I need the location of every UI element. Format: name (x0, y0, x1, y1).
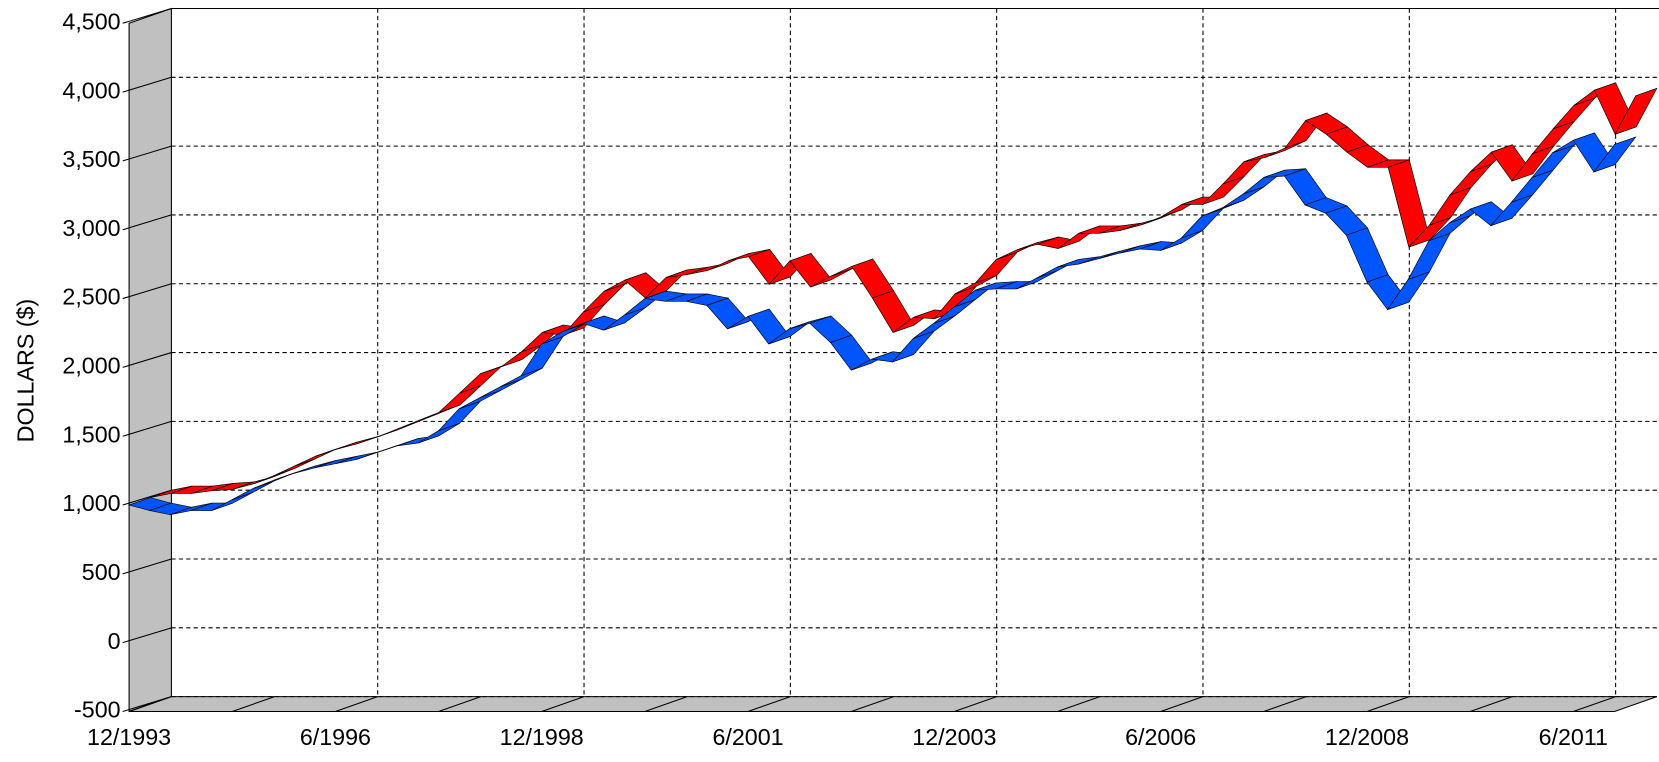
ribbon-segment (1057, 256, 1100, 268)
ribbon-segment (1264, 140, 1307, 158)
y-tick-label: 500 (82, 559, 121, 585)
ribbon-segment (500, 367, 543, 387)
floor-tick (1366, 696, 1410, 712)
ribbon-segment (1181, 208, 1224, 239)
floor-tick (747, 696, 791, 712)
ribbon-segment (479, 378, 522, 398)
ribbon-segment (851, 258, 894, 299)
y-tick (122, 7, 172, 24)
ribbon-segment (891, 330, 936, 363)
y-tick-label: -500 (74, 697, 121, 723)
ribbon-segment (665, 266, 708, 278)
y-tick (122, 352, 172, 368)
ribbon-segment (314, 456, 357, 469)
floor-tick (1263, 696, 1307, 712)
floor-tick (128, 696, 172, 712)
y-tick (122, 420, 172, 437)
ribbon-segment (417, 422, 460, 444)
y-tick-label: 3,000 (62, 215, 120, 241)
y-tick-label: 0 (108, 628, 121, 654)
ribbon-segment (1552, 97, 1597, 130)
ribbon-segment (1593, 136, 1637, 173)
ribbon-segment (438, 400, 481, 431)
x-tick-label: 12/2008 (1325, 724, 1409, 750)
y-axis-label: DOLLARS ($) (13, 299, 39, 443)
x-tick-label: 6/1996 (300, 724, 371, 750)
floor-tick (1160, 696, 1204, 712)
y-tick (122, 558, 172, 575)
y-tick (122, 283, 172, 300)
floor-tick (335, 696, 378, 712)
x-tick-label: 12/1993 (87, 724, 171, 750)
floor-tick (954, 696, 997, 712)
y-tick (122, 489, 172, 506)
y-tick-label: 2,500 (62, 284, 120, 310)
ribbon-segment (1614, 87, 1658, 135)
x-tick-label: 6/2001 (712, 724, 783, 750)
y-tick-label: 1,000 (62, 490, 120, 516)
y-tick (122, 627, 172, 644)
x-tick-label: 6/2006 (1125, 724, 1196, 750)
ribbon-segment (1448, 163, 1493, 196)
left-wall (128, 7, 172, 713)
floor-tick (1057, 696, 1101, 712)
y-tick-label: 1,500 (62, 421, 120, 447)
x-tick-label: 12/2003 (912, 724, 996, 750)
floor (128, 696, 1658, 713)
floor-tick (644, 696, 688, 712)
y-tick-label: 3,500 (62, 146, 120, 172)
ribbon-segment (1160, 230, 1203, 251)
y-tick-label: 4,000 (62, 77, 120, 103)
ribbon-segment (211, 491, 254, 511)
x-tick-label: 6/2011 (1539, 724, 1608, 750)
y-tick (122, 214, 172, 231)
ribbon-segment (335, 451, 378, 465)
ribbon-segment (1016, 270, 1059, 290)
x-tick-label: 12/1998 (500, 724, 584, 750)
y-tick-label: 4,500 (62, 8, 120, 34)
y-tick (122, 145, 172, 162)
y-tick-label: 2,000 (62, 353, 120, 379)
floor-tick (1573, 696, 1616, 712)
floor-tick (851, 696, 894, 712)
ribbon-segment (459, 366, 502, 394)
floor-tick (232, 696, 275, 712)
ribbon-segment (1345, 227, 1389, 283)
ribbon-segment (583, 283, 626, 313)
y-tick (122, 76, 172, 93)
floor-tick (541, 696, 585, 712)
floor-tick (1469, 696, 1513, 712)
floor-tick (438, 696, 482, 712)
